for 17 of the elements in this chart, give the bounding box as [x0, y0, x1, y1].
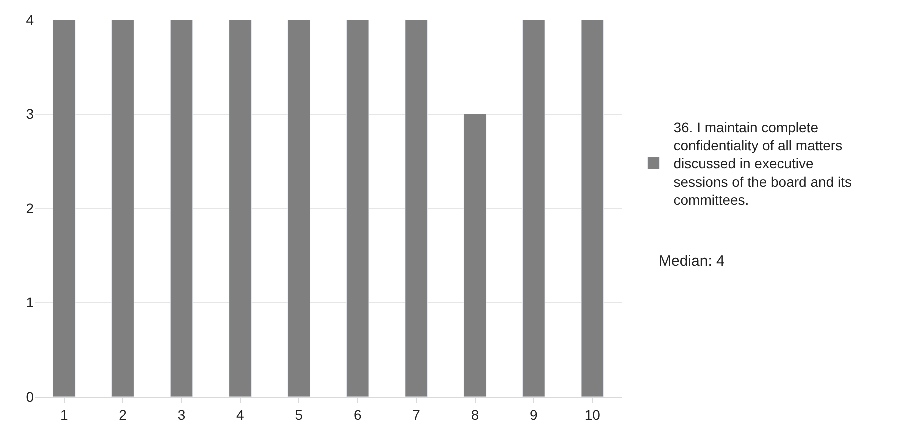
x-tick-label: 10: [584, 406, 601, 423]
y-tick-label: 3: [26, 106, 34, 122]
x-tick-label: 5: [295, 406, 304, 423]
x-tick-label: 3: [178, 406, 186, 423]
x-tick-label: 7: [412, 406, 421, 423]
x-tick-label: 1: [60, 406, 68, 423]
x-tick-label: 9: [530, 406, 538, 423]
text: Median: 4: [659, 253, 725, 270]
y-tick-label: 4: [26, 12, 34, 28]
legend-label: 36. I maintain complete confidentiality of all matters discussed in executive sessions of the board and its committees.: [674, 119, 852, 208]
x-tick-label: 4: [236, 406, 245, 423]
y-tick-label: 0: [26, 388, 34, 405]
x-tick-label: 8: [471, 406, 480, 423]
y-tick-label: 2: [26, 200, 34, 216]
y-tick-label: 1: [26, 294, 34, 311]
x-tick-label: 6: [354, 406, 362, 423]
x-tick-label: 2: [119, 406, 128, 423]
